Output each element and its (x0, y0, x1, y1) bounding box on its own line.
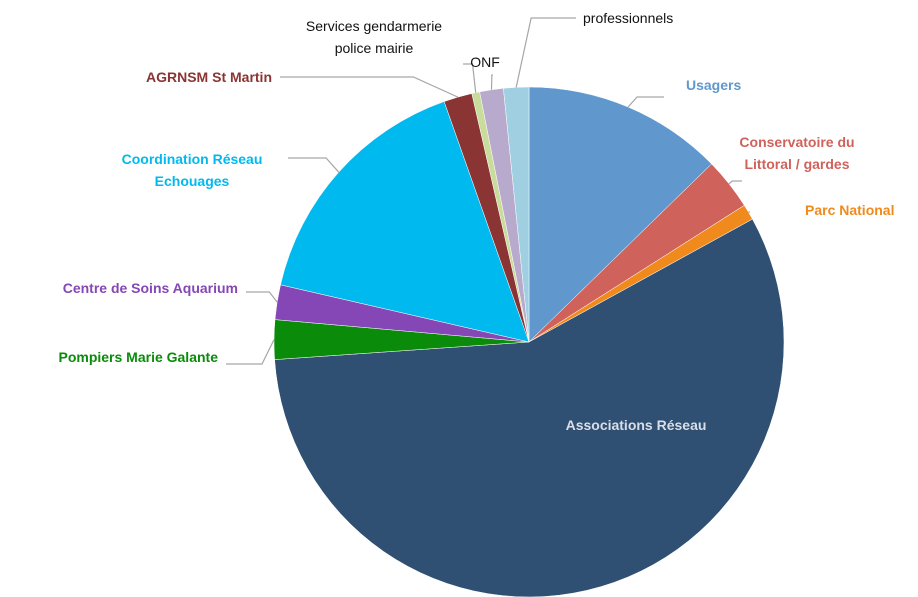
slice-label: Centre de Soins Aquarium (62, 280, 238, 296)
slice-label: ONF (470, 54, 500, 70)
leader-line (728, 180, 742, 185)
leader-line (490, 74, 493, 90)
leader-line (627, 96, 664, 108)
slice-label: Coordination Réseau Echouages (121, 151, 263, 189)
leader-line (246, 291, 278, 303)
slice-label: AGRNSM St Martin (146, 69, 272, 85)
leader-line (280, 76, 459, 98)
slice-label: professionnels (583, 10, 674, 26)
pie-slice (274, 218, 785, 597)
slice-label: Parc National (805, 202, 895, 218)
slice-label: Services gendarmerie police mairie (305, 18, 443, 56)
slice-label: Conservatoire du Littoral / gardes (739, 134, 855, 172)
slice-label: Associations Réseau (565, 417, 707, 433)
leader-line (226, 339, 275, 365)
leader-line (463, 63, 477, 93)
leader-line (515, 17, 576, 88)
leader-line (288, 157, 340, 173)
slice-label: Usagers (686, 77, 742, 93)
slice-label: Pompiers Marie Galante (58, 349, 218, 365)
